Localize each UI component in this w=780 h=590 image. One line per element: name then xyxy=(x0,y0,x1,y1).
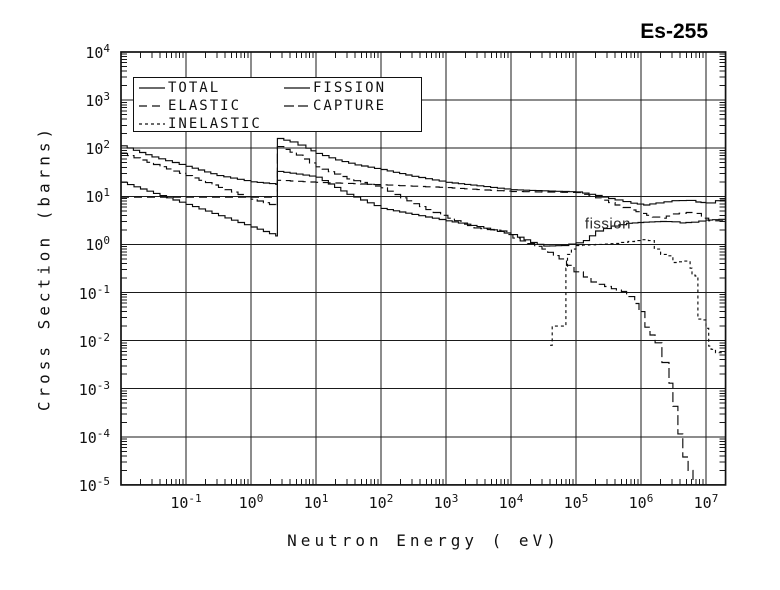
total-line-swatch xyxy=(139,87,165,89)
page-title: Es-255 xyxy=(640,20,708,43)
y-tick-label: 104 xyxy=(85,42,110,62)
legend-label-elastic: ELASTIC xyxy=(168,98,242,114)
x-tick-label: 107 xyxy=(693,492,719,512)
x-tick-label: 104 xyxy=(498,492,524,512)
x-tick-label: 103 xyxy=(433,492,459,512)
y-tick-label: 102 xyxy=(85,138,110,159)
y-axis-title: Cross Section (barns) xyxy=(34,124,54,412)
legend-label-capture: CAPTURE xyxy=(313,98,387,114)
x-tick-label: 105 xyxy=(563,492,589,512)
fission-line-swatch xyxy=(284,87,310,89)
elastic-line-swatch xyxy=(139,105,165,107)
legend-item-fission: FISSION xyxy=(284,79,386,97)
inelastic-line-swatch xyxy=(139,123,165,125)
x-tick-label: 106 xyxy=(628,492,654,512)
y-tick-label: 10-2 xyxy=(78,330,110,351)
x-tick-label: 102 xyxy=(368,492,394,512)
legend-item-elastic: ELASTIC xyxy=(139,97,262,115)
x-tick-label: 100 xyxy=(238,492,264,512)
fission-annotation: fission xyxy=(584,215,631,233)
y-tick-label: 101 xyxy=(85,186,110,207)
legend-box: TOTAL ELASTIC INELASTIC FISSION CAPTURE xyxy=(133,77,422,132)
y-tick-label: 10-5 xyxy=(78,474,110,495)
y-tick-label: 100 xyxy=(85,234,110,255)
y-tick-label: 103 xyxy=(85,90,110,111)
legend-label-inelastic: INELASTIC xyxy=(168,116,262,132)
y-tick-label: 10-1 xyxy=(78,282,110,303)
x-tick-label: 101 xyxy=(303,492,329,512)
legend-item-capture: CAPTURE xyxy=(284,97,386,115)
legend-item-total: TOTAL xyxy=(139,79,262,97)
legend-column-1: TOTAL ELASTIC INELASTIC xyxy=(139,79,262,133)
y-tick-label: 10-4 xyxy=(78,426,110,447)
legend-column-2: FISSION CAPTURE xyxy=(284,79,386,115)
x-tick-label: 10-1 xyxy=(170,492,202,512)
legend-label-total: TOTAL xyxy=(168,80,221,96)
capture-line-swatch xyxy=(284,105,310,107)
y-tick-label: 10-3 xyxy=(78,378,110,399)
x-axis-title: Neutron Energy ( eV) xyxy=(287,531,560,550)
legend-label-fission: FISSION xyxy=(313,80,387,96)
legend-item-inelastic: INELASTIC xyxy=(139,115,262,133)
